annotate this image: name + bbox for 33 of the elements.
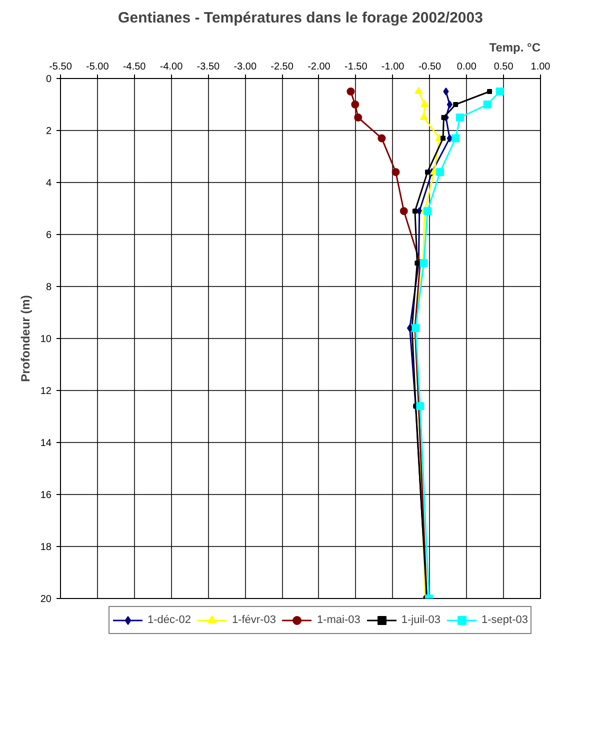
x-tick-label: 1.00	[530, 62, 551, 72]
x-tick-label: -4.00	[160, 62, 184, 72]
x-tick-label: -4.50	[122, 62, 146, 72]
y-tick-label: 20	[40, 594, 52, 605]
y-tick-label: 8	[46, 282, 52, 293]
x-tick-label: -1.00	[381, 62, 405, 72]
legend-label: 1-févr-03	[232, 614, 276, 626]
y-tick-label: 18	[40, 542, 52, 553]
x-tick-label: -1.50	[344, 62, 368, 72]
legend-label: 1-sept-03	[482, 614, 528, 626]
x-tick-label: 0.50	[494, 62, 514, 72]
y-tick-label: 14	[40, 438, 52, 449]
y-tick-label: 2	[46, 126, 52, 137]
y-tick-label: 12	[40, 386, 52, 397]
x-tick-label: -5.50	[49, 62, 72, 72]
x-tick-label: -2.50	[270, 62, 294, 72]
legend-label: 1-mai-03	[316, 614, 360, 626]
x-tick-label: -0.50	[418, 62, 442, 72]
legend-label: 1-déc-02	[148, 614, 191, 626]
x-tick-label: -3.00	[234, 62, 257, 72]
chart-title: Gentianes - Températures dans le forage 2002/2003	[118, 10, 483, 26]
y-tick-label: 0	[46, 74, 52, 85]
x-tick-label: -3.50	[196, 62, 220, 72]
y-tick-label: 10	[40, 334, 52, 345]
y-tick-label: 16	[40, 490, 52, 501]
legend-label: 1-juil-03	[401, 614, 441, 626]
x-tick-label: -2.00	[308, 62, 331, 72]
x-tick-label: 0.00	[456, 62, 477, 72]
x-tick-label: -5.00	[86, 62, 110, 72]
y-tick-label: 6	[46, 230, 52, 241]
y-axis-title: Profondeur (m)	[18, 295, 32, 382]
y-tick-label: 4	[46, 178, 52, 189]
x-axis-title: Temp. °C	[489, 40, 541, 54]
